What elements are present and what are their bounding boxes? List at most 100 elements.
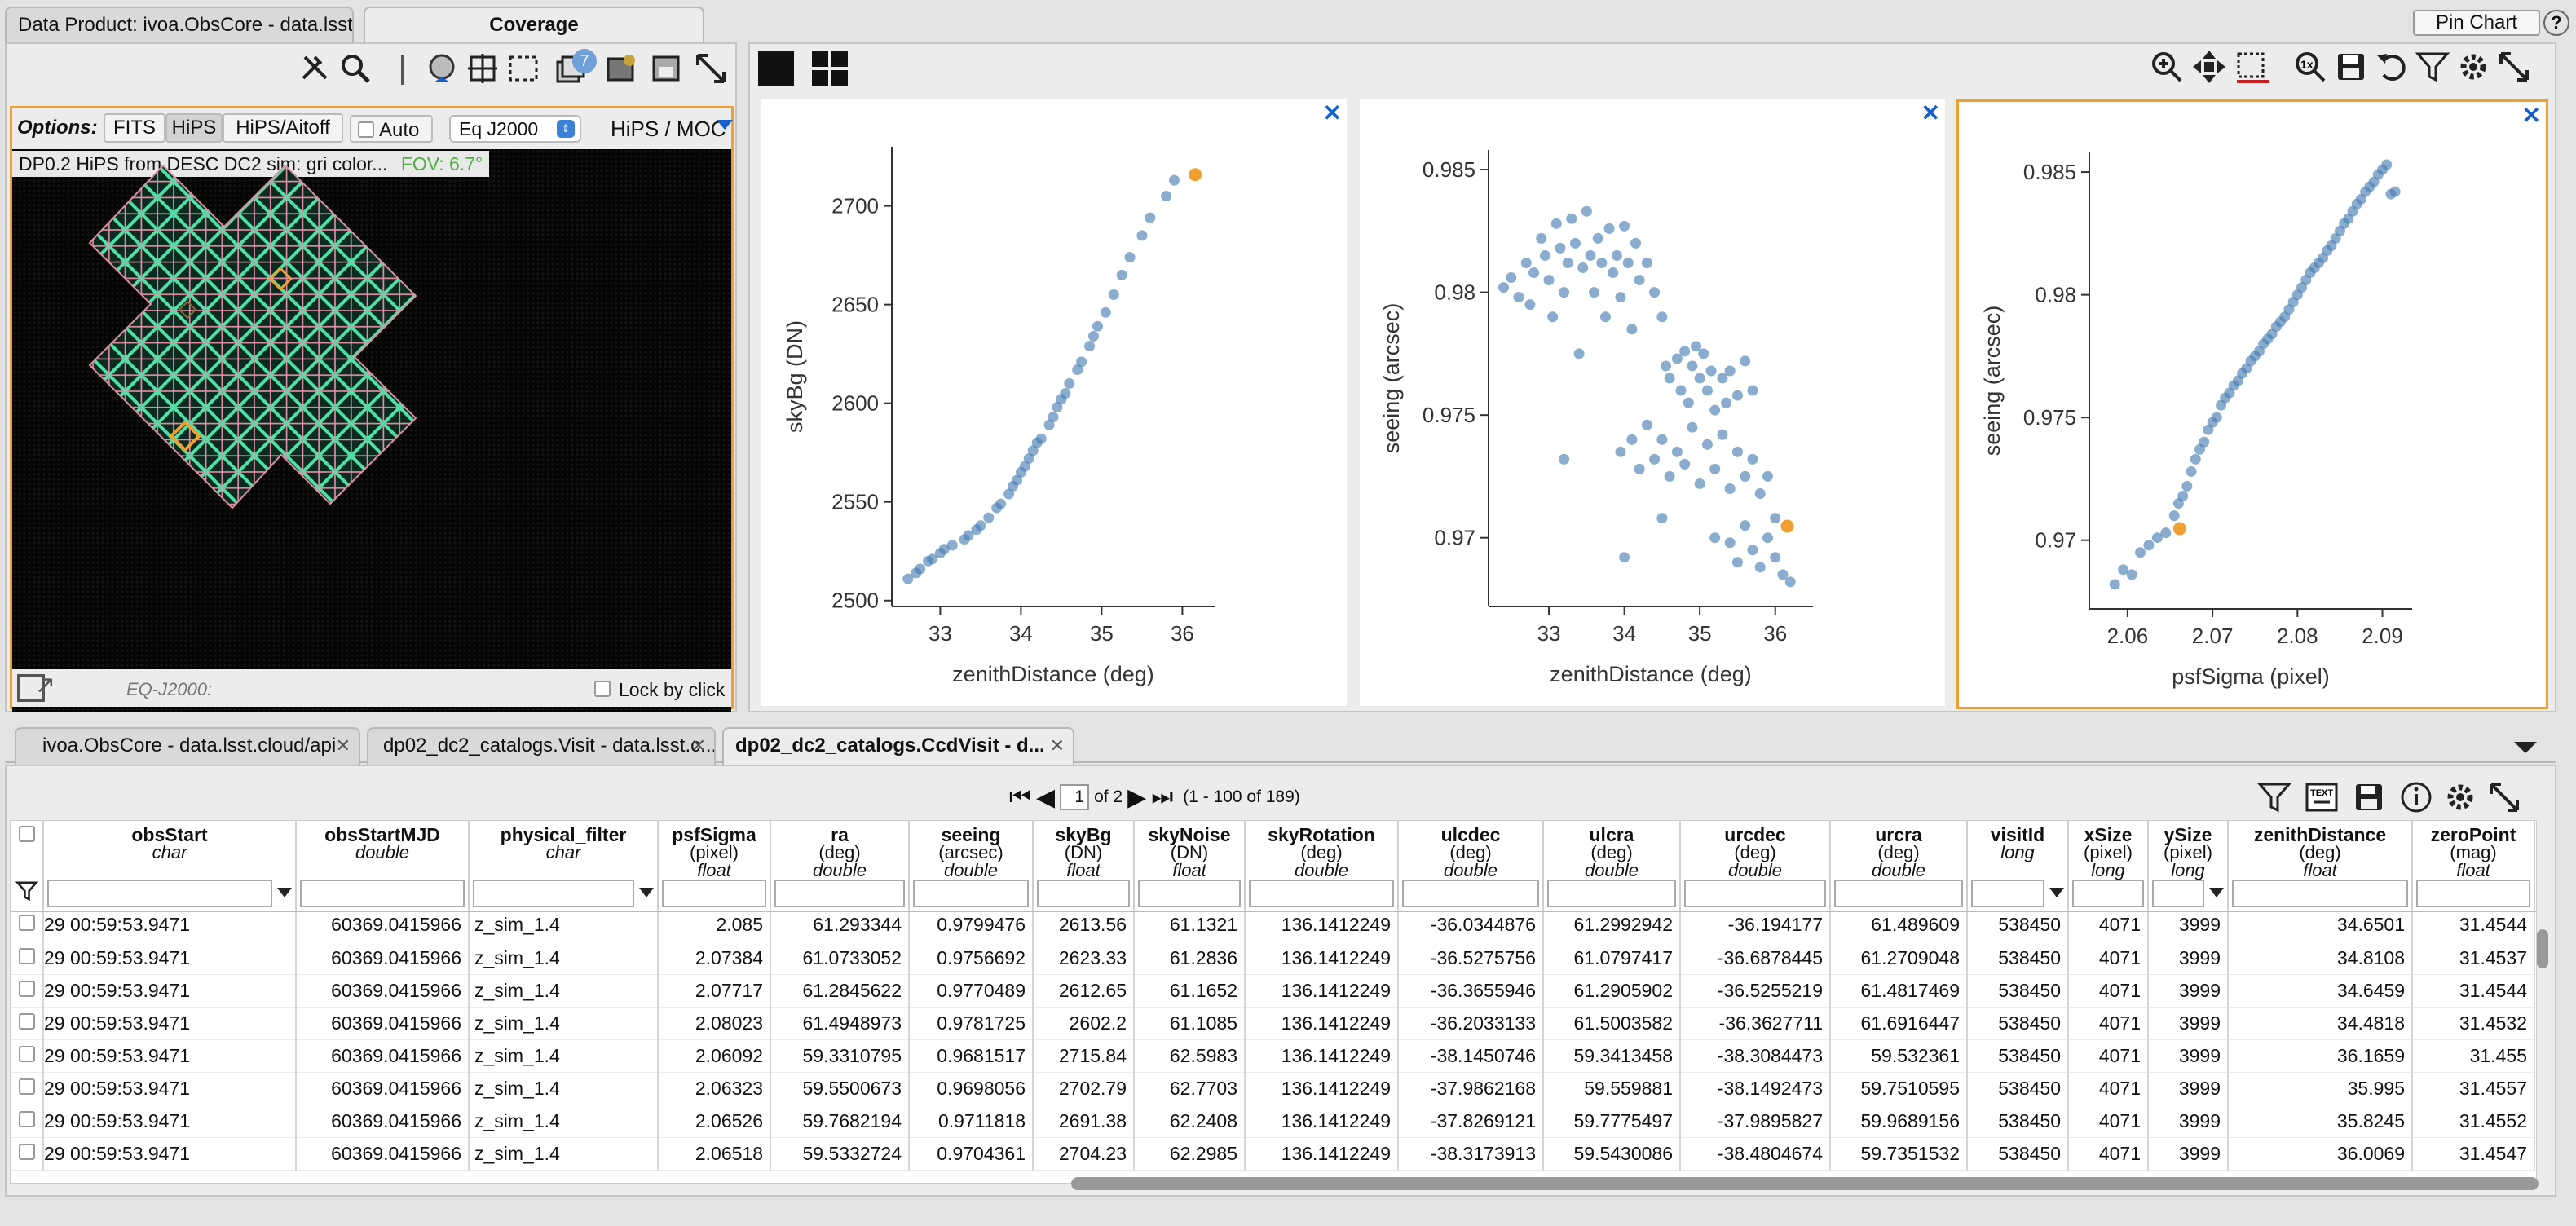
cell-obsStart[interactable]: 29 00:59:53.9471 [43, 1072, 297, 1105]
filter-input[interactable] [1249, 880, 1394, 907]
data-point[interactable] [1092, 320, 1103, 332]
data-point[interactable] [1679, 346, 1691, 357]
data-point[interactable] [975, 520, 986, 531]
cell-visitId[interactable]: 538450 [1967, 974, 2069, 1008]
cell-skyBg[interactable]: 2715.84 [1033, 1039, 1135, 1073]
data-point[interactable] [1076, 356, 1087, 368]
save-table-icon[interactable] [2349, 778, 2389, 817]
row-select-cell[interactable] [11, 1007, 44, 1040]
cell-psfSigma[interactable]: 2.06092 [658, 1039, 771, 1073]
row-checkbox[interactable] [18, 1012, 35, 1030]
cell-skyRotation[interactable]: 136.1412249 [1245, 1039, 1399, 1073]
hips-aitoff-button[interactable]: HiPS/Aitoff [223, 113, 343, 143]
data-point[interactable] [1754, 562, 1766, 573]
expand-chart-icon[interactable] [2494, 47, 2534, 86]
cell-visitId[interactable]: 538450 [1967, 1072, 2069, 1105]
row-checkbox[interactable] [18, 1078, 35, 1095]
layers-count-icon[interactable] [553, 49, 592, 88]
lock-checkbox[interactable] [594, 681, 611, 697]
data-point[interactable] [1649, 453, 1661, 465]
data-point[interactable] [1619, 220, 1630, 232]
projection-select[interactable]: Eq J2000 ⇕ [449, 115, 581, 143]
tools-icon[interactable] [297, 49, 336, 88]
cell-ulcdec[interactable]: -38.1450746 [1398, 1039, 1544, 1073]
select-box-icon[interactable] [2232, 47, 2271, 86]
table-expand-icon[interactable] [2485, 778, 2524, 817]
cell-ulcdec[interactable]: -38.3173913 [1398, 1137, 1544, 1171]
cell-skyRotation[interactable]: 136.1412249 [1245, 1137, 1399, 1171]
cell-obsStart[interactable]: 29 00:59:53.9471 [43, 974, 297, 1008]
data-point[interactable] [1656, 311, 1668, 323]
data-point[interactable] [1717, 429, 1728, 440]
data-point[interactable] [1539, 249, 1550, 261]
data-point[interactable] [1754, 488, 1766, 500]
data-point[interactable] [1664, 470, 1675, 482]
filter-input[interactable] [1834, 880, 1963, 907]
cell-ulcra[interactable]: 61.0797417 [1543, 942, 1681, 975]
data-point[interactable] [1596, 257, 1608, 268]
data-point[interactable] [2177, 491, 2189, 502]
data-point[interactable] [1747, 385, 1758, 396]
filter-dropdown-icon[interactable] [2209, 888, 2224, 897]
column-header-obsStartMJD[interactable]: obsStartMJD double [296, 821, 470, 880]
data-point[interactable] [1581, 205, 1592, 217]
data-point[interactable] [1536, 232, 1547, 244]
close-chart-2-icon[interactable]: ✕ [1921, 100, 1940, 126]
info-icon[interactable] [2397, 778, 2436, 817]
data-point[interactable] [1088, 330, 1099, 342]
data-point[interactable] [2211, 412, 2222, 423]
row-select-cell[interactable] [11, 1072, 44, 1105]
cell-psfSigma[interactable]: 2.06526 [658, 1105, 771, 1138]
data-point[interactable] [2135, 547, 2146, 558]
cell-physical_filter[interactable]: z_sim_1.4 [469, 942, 659, 975]
zoom-reset-icon[interactable]: 1x [2291, 47, 2330, 86]
cell-visitId[interactable]: 538450 [1967, 1039, 2069, 1073]
cell-skyBg[interactable]: 2613.56 [1033, 909, 1135, 942]
help-button[interactable]: ? [2543, 10, 2569, 36]
data-point[interactable] [1060, 388, 1071, 399]
data-point[interactable] [1770, 552, 1781, 563]
cell-physical_filter[interactable]: z_sim_1.4 [469, 1007, 659, 1040]
cell-urcdec[interactable]: -36.194177 [1680, 909, 1831, 942]
cell-skyNoise[interactable]: 62.5983 [1134, 1039, 1246, 1073]
cell-ulcdec[interactable]: -37.8269121 [1398, 1105, 1544, 1138]
cell-visitId[interactable]: 538450 [1967, 1137, 2069, 1171]
cell-seeing[interactable]: 0.9770489 [909, 974, 1034, 1008]
data-point[interactable] [1705, 365, 1717, 377]
data-point[interactable] [1721, 397, 1732, 408]
cell-ulcra[interactable]: 59.5430086 [1543, 1137, 1681, 1171]
cell-zeroPoint[interactable]: 31.455 [2412, 1039, 2535, 1073]
cell-physical_filter[interactable]: z_sim_1.4 [469, 1072, 659, 1105]
data-point[interactable] [1740, 355, 1751, 367]
cell-xSize[interactable]: 4071 [2068, 942, 2149, 975]
filter-dropdown-icon[interactable] [639, 888, 654, 897]
data-point[interactable] [1019, 461, 1030, 472]
cell-zeroPoint[interactable]: 31.4557 [2412, 1072, 2535, 1105]
cell-ra[interactable]: 61.2845622 [770, 974, 910, 1008]
data-point[interactable] [1573, 348, 1585, 359]
cell-skyNoise[interactable]: 62.7703 [1134, 1072, 1246, 1105]
data-point[interactable] [1724, 483, 1736, 494]
cell-physical_filter[interactable]: z_sim_1.4 [469, 909, 659, 942]
data-point[interactable] [1615, 446, 1626, 457]
data-point[interactable] [1528, 267, 1540, 279]
cell-ra[interactable]: 61.0733052 [770, 942, 910, 975]
cell-zeroPoint[interactable]: 31.4547 [2412, 1137, 2535, 1171]
cell-skyBg[interactable]: 2691.38 [1033, 1105, 1135, 1138]
cell-ySize[interactable]: 3999 [2148, 1072, 2229, 1105]
data-point[interactable] [1513, 292, 1524, 303]
cell-seeing[interactable]: 0.9698056 [909, 1072, 1034, 1105]
table-row[interactable]: 29 00:59:53.9471 60369.0415966 z_sim_1.4 2.… [11, 1039, 2535, 1073]
cell-urcra[interactable]: 59.7351532 [1830, 1137, 1968, 1171]
cell-xSize[interactable]: 4071 [2068, 1137, 2149, 1171]
data-point[interactable] [1731, 446, 1743, 457]
data-point[interactable] [1052, 402, 1063, 413]
column-header-seeing[interactable]: seeing (arcsec) double [909, 821, 1034, 880]
data-point[interactable] [1577, 262, 1589, 274]
data-point[interactable] [1671, 446, 1683, 457]
data-point[interactable] [1569, 237, 1581, 249]
close-chart-1-icon[interactable]: ✕ [1322, 100, 1342, 126]
data-point[interactable] [915, 563, 926, 575]
cell-xSize[interactable]: 4071 [2068, 1039, 2149, 1073]
pin-chart-button[interactable]: Pin Chart [2413, 10, 2540, 36]
